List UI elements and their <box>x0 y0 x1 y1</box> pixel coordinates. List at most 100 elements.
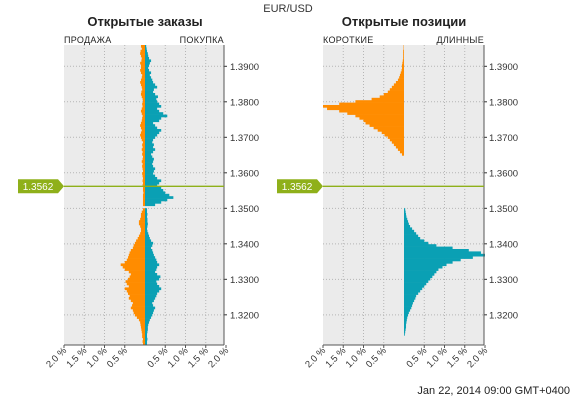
open-orders-panel: Открытые заказы ПРОДАЖА ПОКУПКА 1.3900 1.… <box>18 14 259 370</box>
bar-short <box>400 71 404 75</box>
bar-buy <box>145 186 162 190</box>
bar-buy <box>145 83 156 87</box>
bar-buy <box>145 162 153 166</box>
bar-sell <box>142 177 145 180</box>
bar-sell <box>140 229 145 233</box>
bar-buy <box>145 249 153 252</box>
bar-short <box>393 83 404 87</box>
bar-sell <box>138 234 145 238</box>
bar-buy <box>145 193 170 197</box>
bar-buy <box>145 321 150 324</box>
bar-long <box>404 239 425 243</box>
bar-sell <box>142 114 145 118</box>
open-positions-panel: Открытые позиции КОРОТКИЕ ДЛИННЫЕ 1.3900… <box>277 14 518 370</box>
bar-sell <box>142 105 145 108</box>
bar-sell <box>130 249 145 252</box>
open-positions-title: Открытые позиции <box>342 14 466 29</box>
bar-buy <box>145 177 158 180</box>
bar-sell <box>142 193 145 197</box>
bar-sell <box>142 165 145 168</box>
x-tick-label: 1.5 % <box>186 345 211 370</box>
bar-long <box>404 299 415 303</box>
bar-buy <box>145 179 162 183</box>
bar-buy <box>145 153 152 156</box>
bar-buy <box>145 287 162 291</box>
bar-buy <box>145 222 148 226</box>
bar-buy <box>145 289 160 293</box>
bar-buy <box>145 57 150 60</box>
bar-buy <box>145 280 157 283</box>
bar-buy <box>145 85 158 89</box>
timestamp-label: Jan 22, 2014 09:00 GMT+0400 <box>417 385 570 397</box>
bar-buy <box>145 234 150 238</box>
bar-buy <box>145 181 160 185</box>
bar-buy <box>145 251 154 255</box>
x-tick-label: 1.0 % <box>344 345 369 370</box>
bar-sell <box>127 292 145 295</box>
bar-short <box>393 143 404 147</box>
bar-sell <box>140 66 145 70</box>
bar-long <box>404 253 485 257</box>
bar-buy <box>145 100 158 103</box>
bar-buy <box>145 313 153 317</box>
bar-short <box>339 102 404 106</box>
bar-short <box>363 119 404 123</box>
long-side-label: ДЛИННЫЕ <box>436 35 484 45</box>
bar-long <box>404 282 427 286</box>
bar-buy <box>145 208 148 211</box>
bar-sell <box>140 217 145 221</box>
bar-buy <box>145 76 152 79</box>
bar-sell <box>142 179 145 183</box>
bar-buy <box>145 297 156 300</box>
bar-buy <box>145 311 154 315</box>
bar-buy <box>145 246 152 250</box>
bar-sell <box>136 239 145 243</box>
bar-short <box>401 66 404 70</box>
bar-sell <box>142 153 145 156</box>
x-tick-label: 1.5 % <box>445 345 470 370</box>
bar-buy <box>145 54 149 58</box>
bar-long <box>404 280 429 283</box>
bar-long <box>404 316 408 319</box>
bar-buy <box>145 121 154 125</box>
bar-buy <box>145 169 154 173</box>
bar-buy <box>145 155 153 159</box>
y-tick-label: 1.3600 <box>230 168 259 179</box>
bar-sell <box>124 268 145 271</box>
bar-buy <box>145 258 157 262</box>
bar-buy <box>145 237 150 240</box>
bar-buy <box>145 90 154 94</box>
bar-sell <box>140 225 145 228</box>
bar-buy <box>145 148 156 151</box>
bar-buy <box>145 277 160 281</box>
bar-long <box>404 265 443 269</box>
bar-buy <box>145 117 162 120</box>
bar-sell <box>141 47 145 51</box>
bar-sell <box>142 157 145 161</box>
bar-long <box>404 273 435 276</box>
bar-buy <box>145 282 158 286</box>
bar-buy <box>145 109 160 113</box>
bar-sell <box>129 251 145 255</box>
bar-buy <box>145 203 156 207</box>
bar-short <box>383 93 404 96</box>
bar-short <box>371 97 404 101</box>
bar-buy <box>145 165 154 168</box>
bar-long <box>404 225 411 228</box>
bar-long <box>404 251 481 255</box>
bar-long <box>404 241 429 245</box>
bar-sell <box>138 222 145 226</box>
bar-buy <box>145 213 148 216</box>
bar-sell <box>127 277 145 281</box>
bar-buy <box>145 61 150 65</box>
bar-buy <box>145 270 156 274</box>
bar-long <box>404 246 453 250</box>
short-side-label: КОРОТКИЕ <box>323 35 374 45</box>
bar-sell <box>132 309 145 312</box>
bar-sell <box>138 220 145 223</box>
bar-sell <box>142 201 145 204</box>
bar-short <box>389 88 404 91</box>
bar-buy <box>145 253 154 257</box>
bar-sell <box>141 76 145 79</box>
current-price-tag <box>277 179 323 194</box>
